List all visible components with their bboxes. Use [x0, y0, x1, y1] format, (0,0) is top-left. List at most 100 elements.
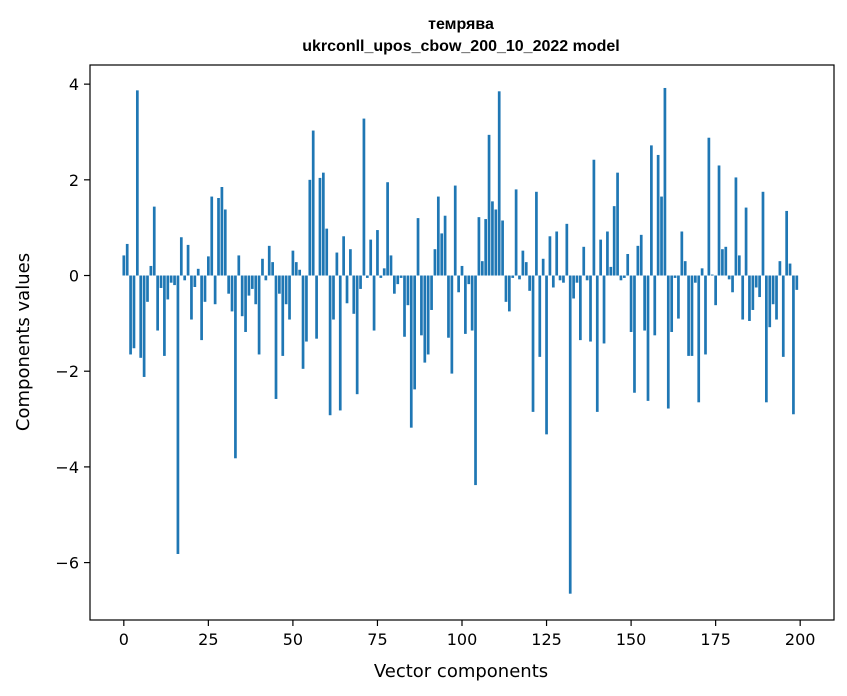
bar-96 — [447, 275, 450, 338]
bar-129 — [558, 275, 562, 281]
bar-196 — [785, 210, 789, 276]
bar-149 — [626, 253, 630, 276]
bar-33 — [234, 275, 237, 459]
bar-100 — [460, 265, 464, 276]
bar-27 — [213, 275, 217, 305]
bar-186 — [751, 275, 755, 310]
bar-114 — [507, 275, 511, 312]
bar-84 — [406, 275, 410, 306]
bar-43 — [267, 245, 271, 276]
bar-74 — [372, 275, 376, 331]
bar-169 — [693, 275, 697, 283]
bar-77 — [382, 268, 386, 276]
bar-28 — [217, 198, 220, 276]
bar-133 — [572, 275, 575, 299]
bar-11 — [159, 275, 163, 288]
bar-144 — [609, 266, 613, 276]
bar-131 — [565, 223, 569, 276]
bar-56 — [311, 130, 315, 276]
bars-group — [122, 87, 799, 594]
bar-121 — [531, 275, 535, 412]
bar-13 — [166, 275, 170, 300]
bar-197 — [788, 263, 792, 276]
bar-181 — [734, 177, 738, 276]
bar-147 — [619, 275, 623, 281]
bar-14 — [169, 275, 173, 283]
bar-12 — [163, 275, 166, 356]
bar-171 — [700, 268, 704, 276]
bar-25 — [207, 256, 210, 276]
chart-subtitle: ukrconll_upos_cbow_200_10_2022 model — [302, 38, 619, 55]
bar-34 — [237, 255, 241, 276]
bar-143 — [606, 231, 609, 276]
bar-47 — [281, 275, 285, 356]
bar-167 — [687, 275, 690, 356]
bar-38 — [250, 275, 254, 289]
bar-51 — [294, 262, 298, 276]
bar-125 — [545, 275, 548, 435]
bar-108 — [487, 134, 491, 276]
bar-32 — [230, 275, 234, 312]
bar-156 — [650, 145, 653, 276]
x-tick-label: 25 — [198, 630, 218, 649]
bar-176 — [717, 165, 721, 276]
bar-139 — [592, 159, 596, 276]
bar-20 — [190, 275, 193, 320]
bar-80 — [393, 275, 396, 294]
y-tick-label: 2 — [69, 171, 79, 190]
bar-177 — [721, 249, 724, 276]
bar-67 — [349, 249, 352, 276]
bar-70 — [359, 275, 362, 289]
bar-126 — [548, 236, 552, 276]
bar-109 — [491, 201, 494, 276]
bar-79 — [389, 255, 393, 276]
bar-21 — [193, 275, 197, 287]
y-tick-label: −4 — [55, 458, 79, 477]
bar-175 — [714, 275, 717, 306]
bar-23 — [200, 275, 203, 341]
bar-162 — [670, 275, 674, 332]
bar-102 — [467, 275, 471, 285]
bar-115 — [511, 275, 515, 278]
bar-107 — [484, 219, 488, 276]
bar-46 — [278, 275, 281, 294]
bar-35 — [240, 275, 244, 317]
bar-146 — [616, 172, 619, 276]
bar-151 — [633, 275, 636, 393]
bar-130 — [562, 275, 565, 283]
bar-138 — [589, 275, 592, 342]
bar-68 — [352, 275, 356, 314]
bar-113 — [504, 275, 508, 302]
bar-54 — [305, 275, 308, 342]
bar-192 — [771, 275, 775, 305]
bar-69 — [355, 275, 359, 395]
x-tick-label: 50 — [283, 630, 303, 649]
bar-6 — [142, 275, 146, 377]
x-tick-label: 200 — [785, 630, 816, 649]
bar-140 — [595, 275, 599, 412]
bar-49 — [288, 275, 291, 320]
x-tick-label: 175 — [700, 630, 731, 649]
bar-55 — [308, 179, 312, 276]
bar-105 — [477, 217, 481, 276]
bar-191 — [768, 275, 772, 328]
bar-182 — [737, 255, 741, 276]
bar-29 — [220, 187, 224, 276]
bar-104 — [474, 275, 477, 486]
bar-40 — [257, 275, 261, 355]
bar-188 — [758, 275, 761, 298]
bar-194 — [778, 261, 782, 276]
bar-124 — [541, 258, 545, 276]
bar-83 — [403, 275, 406, 337]
bar-1 — [125, 243, 129, 276]
bar-165 — [680, 231, 684, 276]
bar-64 — [338, 275, 342, 411]
bar-9 — [152, 206, 156, 276]
bar-92 — [433, 249, 437, 276]
bar-58 — [318, 177, 322, 276]
y-axis-label: Components values — [13, 253, 34, 431]
bar-93 — [436, 196, 440, 276]
bar-75 — [376, 230, 379, 276]
bar-180 — [731, 275, 734, 293]
